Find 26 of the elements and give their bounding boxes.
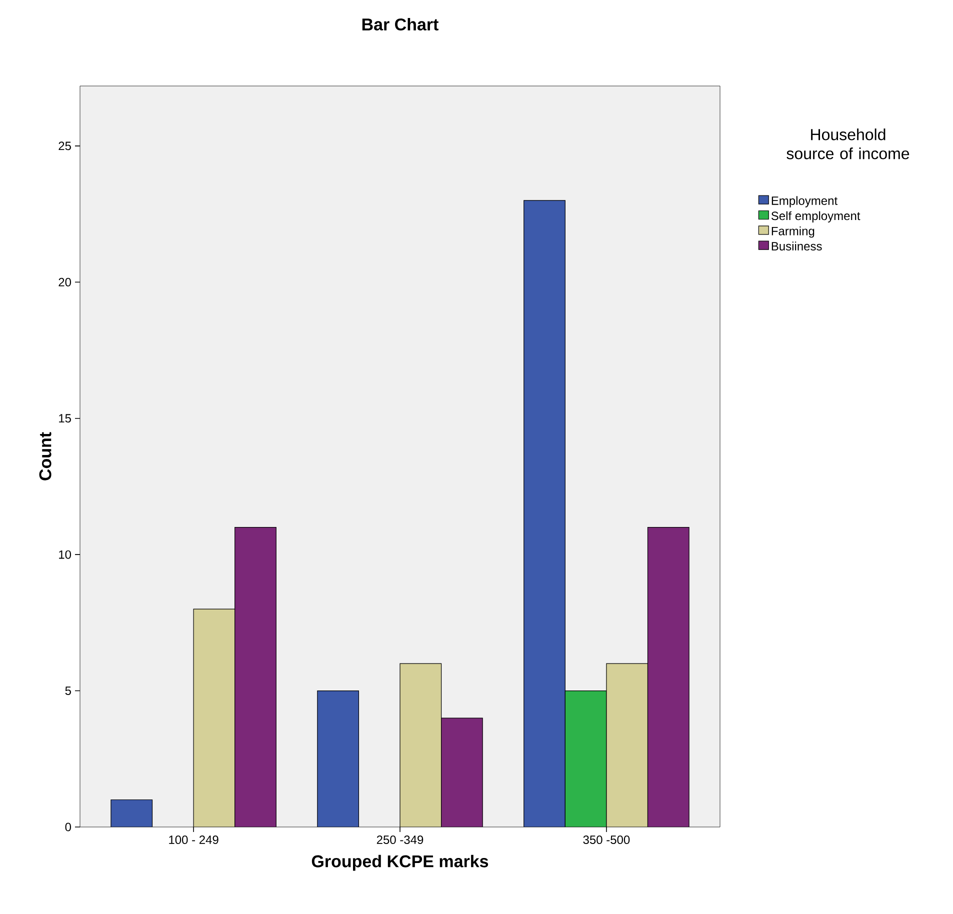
bar — [110, 799, 153, 827]
y-tick-label: 20 — [58, 278, 72, 286]
bar — [647, 527, 690, 827]
x-tick-label: 350 -500 — [583, 836, 630, 844]
x-axis-title: Grouped KCPE marks — [312, 854, 488, 871]
bar — [606, 663, 648, 827]
bar — [317, 690, 360, 827]
legend-label: Employment — [772, 196, 838, 208]
y-axis-title: Count — [39, 432, 52, 480]
y-tick-label: 0 — [65, 822, 72, 832]
y-tick-label: 10 — [59, 550, 72, 559]
x-tick-label: 250 -349 — [376, 836, 424, 844]
bar — [234, 527, 276, 827]
y-tick-label: 5 — [65, 686, 71, 695]
legend-label: Farming — [772, 226, 814, 238]
legend-title: Household source of income — [786, 128, 910, 160]
x-tick-label: 100 - 249 — [169, 836, 218, 844]
y-tick-label: 15 — [59, 414, 71, 423]
legend-label: Self employment — [771, 211, 860, 222]
bar — [440, 718, 483, 827]
legend-label: Busiiness — [772, 242, 822, 250]
y-tick-label: 25 — [58, 142, 71, 150]
chart-title: Bar Chart — [362, 18, 438, 30]
bar — [193, 608, 236, 827]
bar — [524, 200, 566, 827]
bar — [400, 663, 442, 827]
